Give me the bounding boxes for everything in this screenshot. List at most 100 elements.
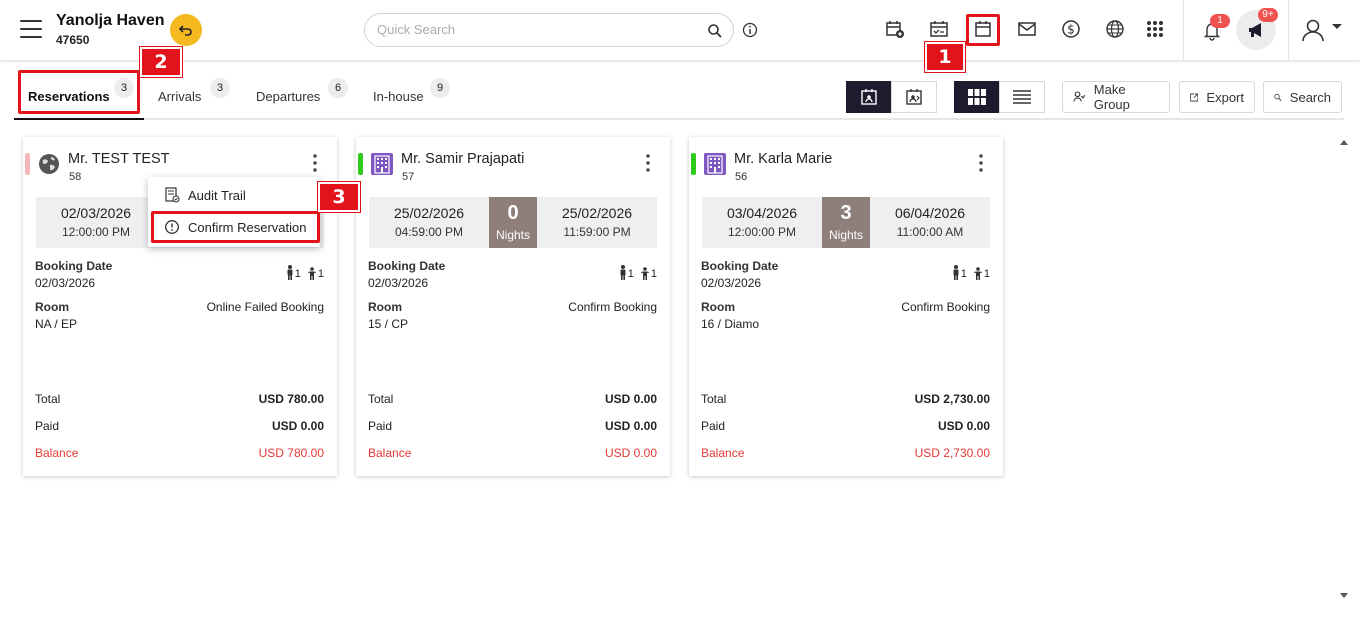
- announcement-badge: 9+: [1258, 8, 1278, 22]
- occupancy: 1 1: [619, 265, 657, 280]
- scroll-down-icon[interactable]: [1340, 593, 1348, 599]
- audit-trail-icon: [165, 187, 180, 203]
- calendar-person-icon: [906, 89, 922, 105]
- reservation-card[interactable]: Mr. Karla Marie 56 03/04/2026 12:00:00 P…: [689, 137, 1003, 476]
- search-button[interactable]: Search: [1263, 81, 1342, 113]
- nights-count: 0: [507, 202, 519, 224]
- export-button[interactable]: Export: [1179, 81, 1255, 113]
- dollar-icon[interactable]: $: [1060, 18, 1082, 40]
- more-options-icon[interactable]: [307, 153, 323, 173]
- checklist-calendar-icon[interactable]: [928, 18, 950, 40]
- menu-item-audit-trail[interactable]: Audit Trail: [148, 180, 320, 210]
- divider: [1183, 0, 1184, 60]
- annotation-box-2: [18, 70, 140, 114]
- room-label: Room: [35, 300, 69, 314]
- reservation-card[interactable]: Mr. Samir Prajapati 57 25/02/2026 04:59:…: [356, 137, 670, 476]
- more-options-icon[interactable]: [973, 153, 989, 173]
- tab-reservations[interactable]: Reservations 3: [18, 70, 142, 120]
- annotation-label-1: 1: [925, 42, 965, 72]
- guest-name[interactable]: Mr. TEST TEST: [68, 151, 170, 167]
- annotation-box-1: [966, 14, 1000, 46]
- search-input[interactable]: [377, 22, 697, 37]
- tabs-bar: Reservations 3 Arrivals 3 Departures 6 I…: [14, 70, 1344, 120]
- guest-name[interactable]: Mr. Karla Marie: [734, 151, 833, 167]
- switch-property-icon[interactable]: [170, 14, 202, 46]
- menu-item-confirm-reservation[interactable]: Confirm Reservation: [148, 212, 320, 242]
- children-count: 1: [640, 267, 657, 280]
- make-group-button[interactable]: Make Group: [1062, 81, 1170, 113]
- reservation-id: 58: [69, 171, 82, 183]
- tab-label: Reservations: [28, 89, 110, 104]
- audit-trail-label: Audit Trail: [188, 187, 246, 203]
- adults-count: 1: [286, 265, 301, 280]
- mail-icon[interactable]: [1016, 18, 1038, 40]
- export-label: Export: [1206, 89, 1244, 105]
- tab-count: 9: [430, 78, 450, 98]
- building-icon: [704, 153, 726, 175]
- list-view-button[interactable]: [999, 81, 1045, 113]
- list-icon: [1013, 90, 1031, 104]
- info-icon[interactable]: [742, 22, 758, 38]
- export-icon: [1190, 93, 1199, 101]
- departure-time: 11:59:00 PM: [563, 225, 631, 239]
- adults-value: 1: [627, 268, 634, 280]
- top-bar: Yanolja Haven 47650 $ 1 9+: [0, 0, 1360, 60]
- quick-search[interactable]: [364, 13, 734, 47]
- status-indicator: [25, 153, 30, 175]
- arrival-date: 03/04/2026: [726, 205, 798, 221]
- room-label: Room: [368, 300, 402, 314]
- booking-status: Confirm Booking: [901, 300, 990, 314]
- user-icon[interactable]: [1299, 16, 1327, 44]
- search-label: Search: [1289, 89, 1331, 105]
- children-value: 1: [650, 268, 657, 280]
- notification-badge: 1: [1210, 14, 1230, 28]
- paid-label: Paid: [701, 419, 726, 433]
- total-label: Total: [368, 392, 394, 406]
- guest-name[interactable]: Mr. Samir Prajapati: [401, 151, 525, 167]
- search-icon: [1274, 93, 1282, 101]
- calendar-icon[interactable]: [972, 18, 994, 40]
- nights-label: Nights: [495, 228, 530, 242]
- balance-value: USD 2,730.00: [914, 446, 990, 460]
- scroll-up-icon[interactable]: [1340, 139, 1348, 145]
- new-reservation-icon[interactable]: [884, 18, 906, 40]
- annotation-label-2: 2: [140, 47, 182, 77]
- globe-icon[interactable]: [1104, 18, 1126, 40]
- tab-arrivals[interactable]: Arrivals 3: [154, 70, 244, 120]
- child-icon: [973, 267, 982, 280]
- grid-view-button[interactable]: [954, 81, 1000, 113]
- tab-label: Departures: [256, 89, 321, 104]
- hotel-name: Yanolja Haven: [56, 12, 165, 29]
- tab-label: In-house: [373, 89, 424, 104]
- occupancy: 1 1: [952, 265, 990, 280]
- arrival-date: 25/02/2026: [393, 205, 465, 221]
- adults-value: 1: [294, 268, 301, 280]
- children-count: 1: [973, 267, 990, 280]
- nights-box: 3 Nights: [822, 197, 870, 248]
- nights-box: 0 Nights: [489, 197, 537, 248]
- adults-count: 1: [952, 265, 967, 280]
- search-icon[interactable]: [707, 23, 723, 39]
- balance-label: Balance: [35, 446, 79, 460]
- adult-icon: [287, 265, 293, 280]
- balance-value: USD 0.00: [604, 446, 657, 460]
- booking-date-label: Booking Date: [701, 259, 779, 273]
- apps-grid-icon[interactable]: [1144, 18, 1166, 40]
- calendar-person-icon: [861, 89, 877, 105]
- occupancy: 1 1: [286, 265, 324, 280]
- chevron-down-icon[interactable]: [1330, 20, 1344, 34]
- tab-in-house[interactable]: In-house 9: [369, 70, 459, 120]
- menu-icon[interactable]: [20, 20, 42, 38]
- departure-date: 25/02/2026: [561, 205, 633, 221]
- tab-departures[interactable]: Departures 6: [252, 70, 352, 120]
- departure-view-button[interactable]: [891, 81, 937, 113]
- room-value: 16 / Diamo: [701, 317, 760, 331]
- paid-value: USD 0.00: [271, 419, 324, 433]
- reservation-id: 56: [735, 171, 748, 183]
- booking-date-value: 02/03/2026: [35, 276, 96, 290]
- more-options-icon[interactable]: [640, 153, 656, 173]
- booking-date-value: 02/03/2026: [701, 276, 762, 290]
- arrival-view-button[interactable]: [846, 81, 892, 113]
- departure-date: 06/04/2026: [894, 205, 966, 221]
- adult-icon: [620, 265, 626, 280]
